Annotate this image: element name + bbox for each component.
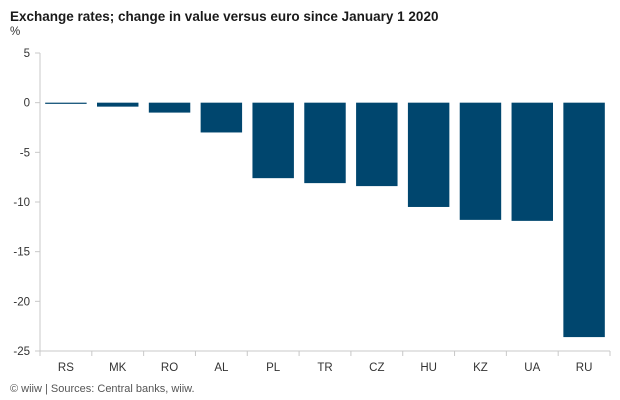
bar-al [200,102,243,133]
y-tick-labels: 5 0 -5 -10 -15 -20 -25 [13,48,30,358]
x-tick-label: CZ [369,362,384,374]
bar-pl [252,102,294,179]
y-tick-label: -15 [13,247,30,259]
bar-cz [356,102,398,187]
y-tick-label: 0 [24,98,30,110]
x-tick-label: TR [317,362,332,374]
x-tick-label: UA [524,362,540,374]
x-tick-labels: RS MK RO AL PL TR CZ HU KZ UA RU [58,362,592,374]
bar-ru [563,102,605,338]
y-tick-label: -5 [20,147,30,159]
bar-rs [45,102,87,104]
bar-tr [304,102,346,184]
bar-mk [97,102,139,107]
chart-axes [35,52,611,356]
y-tick-label: -10 [13,197,30,209]
x-tick-label: HU [420,362,437,374]
bar-hu [407,102,450,207]
y-tick-label: 5 [24,48,30,60]
bar-kz [459,102,502,220]
y-axis-unit: % [10,26,21,38]
chart-title: Exchange rates; change in value versus e… [10,9,439,24]
bar-ua [511,102,553,221]
x-tick-label: RO [161,362,178,374]
x-tick-label: MK [109,362,127,374]
source-note: © wiiw | Sources: Central banks, wiiw. [10,383,195,395]
y-tick-label: -25 [13,346,30,358]
bar-ro [148,102,191,113]
x-tick-label: RU [576,362,593,374]
x-tick-label: RS [58,362,74,374]
x-tick-label: PL [266,362,281,374]
x-tick-label: KZ [473,362,488,374]
x-tick-label: AL [214,362,229,374]
chart-bars [45,102,605,338]
y-tick-label: -20 [13,296,30,308]
